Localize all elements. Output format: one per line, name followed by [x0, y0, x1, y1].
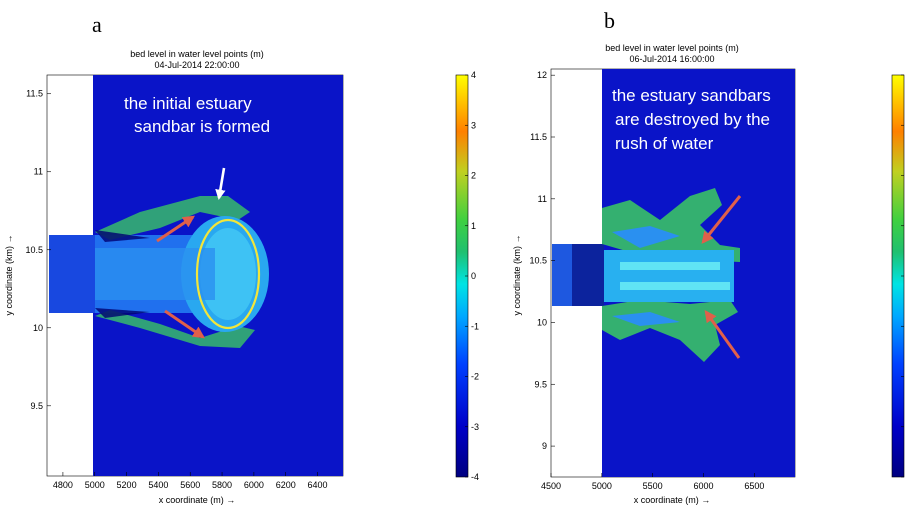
colorbar-tick-label: -4 — [471, 472, 479, 482]
y-tick-label: 10 — [537, 317, 547, 327]
colorbar-tick-label: 4 — [471, 70, 476, 80]
heatmap-a: the initial estuary sandbar is formed — [46, 74, 344, 477]
x-tick-label: 6000 — [244, 480, 264, 490]
x-tick-label: 5500 — [643, 481, 663, 491]
x-axis-label-a: x coordinate (m) → — [159, 495, 236, 505]
chart-subtitle-a: 04-Jul-2014 22:00:00 — [154, 60, 239, 70]
chart-title-a: bed level in water level points (m) — [130, 49, 264, 59]
y-tick-label: 9 — [542, 441, 547, 451]
y-tick-label: 11.5 — [530, 132, 547, 142]
x-tick-label: 5600 — [180, 480, 200, 490]
colorbar-tick-label: 1 — [471, 221, 476, 231]
x-tick-label: 5800 — [212, 480, 232, 490]
red-arrow-a-upper — [156, 215, 195, 243]
chart-subtitle-b: 06-Jul-2014 16:00:00 — [629, 54, 714, 64]
y-tick-label: 9.5 — [534, 379, 547, 389]
colorbar-tick-label: -1 — [471, 321, 479, 331]
red-arrow-b-upper — [701, 195, 742, 244]
y-tick-label: 11 — [34, 167, 43, 177]
y-tick-label: 10 — [33, 323, 43, 333]
y-tick-label: 11.5 — [26, 89, 43, 99]
y-tick-label: 10.5 — [529, 256, 547, 266]
y-tick-label: 11 — [538, 194, 547, 204]
red-arrow-a-lower — [164, 309, 205, 339]
x-tick-label: 4800 — [53, 480, 73, 490]
x-tick-label: 6200 — [276, 480, 296, 490]
y-axis-label-b: y coordinate (km) → — [512, 234, 522, 315]
panel-a: a bed level in water level points (m) 04… — [4, 12, 479, 505]
y-tick-label: 12 — [537, 70, 547, 80]
x-tick-label: 6000 — [693, 481, 713, 491]
colorbar-b — [891, 74, 905, 478]
chart-title-b: bed level in water level points (m) — [605, 43, 739, 53]
panel-letter-a: a — [92, 12, 102, 37]
x-tick-label: 4500 — [541, 481, 561, 491]
x-tick-label: 5000 — [85, 480, 105, 490]
colorbar-tick-label: 3 — [471, 120, 476, 130]
x-tick-label: 6400 — [308, 480, 328, 490]
red-arrow-b-lower — [704, 310, 741, 359]
annotation-b-line-2: are destroyed by the — [615, 110, 770, 129]
colorbar-tick-label: 0 — [471, 271, 476, 281]
colorbar-a: -4 -3 -2 -1 0 1 2 3 4 — [455, 70, 479, 482]
x-axis-label-b: x coordinate (m) → — [634, 495, 711, 505]
annotation-a-line-1: the initial estuary — [124, 94, 252, 113]
panel-b: b bed level in water level points (m) 06… — [512, 8, 905, 505]
x-tick-label: 5200 — [117, 480, 137, 490]
x-tick-label: 5400 — [148, 480, 168, 490]
x-tick-label: 5000 — [592, 481, 612, 491]
annotation-a-line-2: sandbar is formed — [134, 117, 270, 136]
colorbar-tick-label: -3 — [471, 422, 479, 432]
colorbar-tick-label: -2 — [471, 372, 479, 382]
highlight-ellipse-a — [195, 218, 261, 330]
colorbar-tick-label: 2 — [471, 171, 476, 181]
annotation-b-line-3: rush of water — [615, 134, 714, 153]
y-tick-label: 9.5 — [30, 401, 43, 411]
x-tick-label: 6500 — [744, 481, 764, 491]
white-arrow-a — [215, 167, 226, 201]
y-axis-label-a: y coordinate (km) → — [4, 234, 14, 315]
axes-a: 4800 5000 5200 5400 5600 5800 6000 6200 6400 9.5 1… — [25, 89, 327, 490]
heatmap-b: the estuary sandbars are destroyed by th… — [550, 68, 796, 478]
axes-b: 4500 5000 5500 6000 6500 9 9.5 10 10.5 11 11.5 12 — [529, 70, 764, 491]
panel-letter-b: b — [604, 8, 615, 33]
y-tick-label: 10.5 — [25, 245, 43, 255]
annotation-b-line-1: the estuary sandbars — [612, 86, 771, 105]
